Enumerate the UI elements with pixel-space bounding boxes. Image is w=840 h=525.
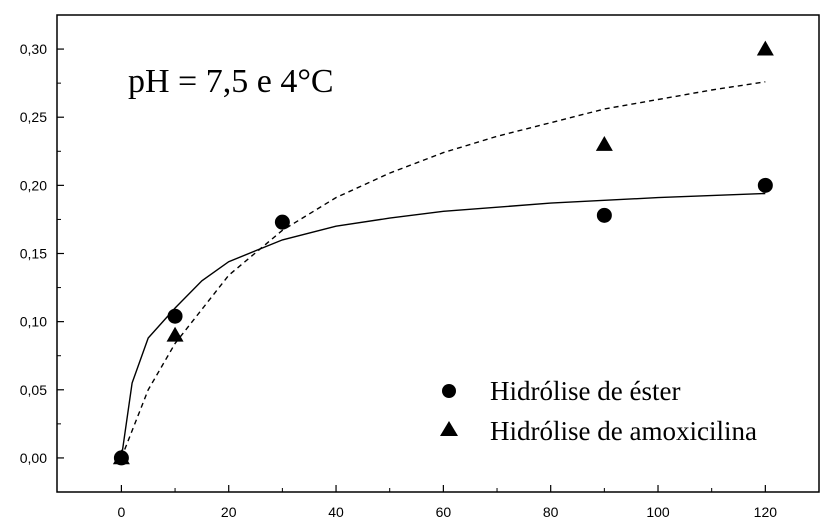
axis-ticks — [57, 48, 820, 493]
y-tick-label: 0,10 — [20, 314, 47, 330]
fit-curve-amoxicilina — [120, 81, 766, 459]
data-point-amoxicilina — [112, 449, 130, 465]
legend-marker-triangle — [440, 421, 458, 436]
legend-marker-circle — [442, 384, 456, 398]
y-tick-label: 0,15 — [20, 246, 47, 262]
x-tick-label: 20 — [221, 504, 237, 520]
legend-label-amoxicilina: Hidrólise de amoxicilina — [490, 416, 757, 446]
condition-annotation: pH = 7,5 e 4°C — [128, 63, 334, 100]
x-tick-label: 40 — [328, 504, 344, 520]
y-tick-label: 0,30 — [20, 41, 47, 57]
y-tick-label: 0,20 — [20, 177, 47, 193]
fit-curve-ester — [120, 192, 766, 458]
y-tick-label: 0,00 — [20, 450, 47, 466]
axis-tick-labels: 0 20 40 60 80 100 120 0,00 0,05 0,10 0,15 0,20 0,25 0… — [20, 41, 777, 520]
legend: Hidrólise de éster Hidrólise de amoxicil… — [440, 376, 757, 446]
data-point-amoxicilina — [166, 326, 184, 342]
x-tick-label: 80 — [543, 504, 559, 520]
data-point-amoxicilina — [756, 40, 774, 56]
data-point-ester — [757, 177, 773, 193]
x-tick-label: 120 — [754, 504, 778, 520]
data-point-ester — [596, 207, 612, 223]
y-tick-label: 0,25 — [20, 109, 47, 125]
data-points — [112, 40, 774, 466]
fit-curves — [120, 81, 766, 459]
y-tick-label: 0,05 — [20, 382, 47, 398]
legend-label-ester: Hidrólise de éster — [490, 376, 680, 406]
data-point-ester — [274, 214, 290, 230]
x-tick-label: 100 — [646, 504, 670, 520]
data-point-ester — [167, 308, 183, 324]
data-point-amoxicilina — [595, 135, 613, 151]
x-tick-label: 0 — [117, 504, 125, 520]
x-tick-label: 60 — [436, 504, 452, 520]
